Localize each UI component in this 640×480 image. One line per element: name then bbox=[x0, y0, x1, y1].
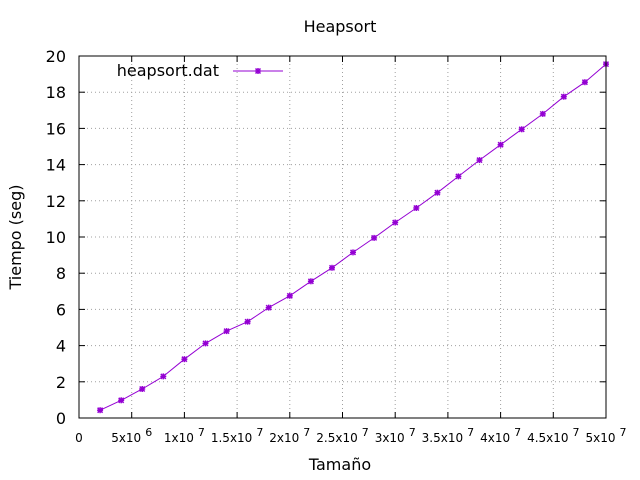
chart-title: Heapsort bbox=[304, 17, 377, 36]
y-tick-label: 12 bbox=[46, 192, 66, 211]
data-point bbox=[539, 110, 546, 117]
legend-marker bbox=[254, 67, 262, 75]
plot-border bbox=[78, 55, 607, 419]
legend: heapsort.dat bbox=[117, 61, 283, 80]
x-tick-exponent: 7 bbox=[409, 426, 416, 439]
y-tick-label: 6 bbox=[56, 300, 66, 319]
y-tick-label: 4 bbox=[56, 337, 66, 356]
data-point bbox=[223, 328, 230, 335]
x-tick-label: 1.5x10 7 bbox=[211, 426, 263, 445]
x-tick-base: 1.5x10 bbox=[211, 431, 252, 445]
x-tick-label: 5x10 6 bbox=[111, 426, 152, 445]
x-tick-exponent: 7 bbox=[256, 426, 263, 439]
y-axis: 0 2 4 6 8 10 12 14 16 18 20 bbox=[46, 47, 606, 428]
x-tick-label: 4x10 7 bbox=[480, 426, 521, 445]
data-point bbox=[97, 407, 104, 414]
y-axis-title: Tiempo (seg) bbox=[6, 184, 25, 290]
x-axis-title: Tamaño bbox=[308, 455, 371, 474]
x-tick-exponent: 7 bbox=[198, 426, 205, 439]
data-point bbox=[560, 93, 567, 100]
x-tick-exponent: 7 bbox=[362, 426, 369, 439]
x-tick-exponent: 7 bbox=[514, 426, 521, 439]
x-tick-base: 2.5x10 bbox=[316, 431, 357, 445]
y-tick-label: 14 bbox=[46, 156, 66, 175]
x-tick-label: 1x10 7 bbox=[164, 426, 205, 445]
x-tick-exponent: 7 bbox=[303, 426, 310, 439]
x-tick-label: 5x10 7 bbox=[585, 426, 626, 445]
data-point bbox=[202, 340, 209, 347]
y-tick-label: 10 bbox=[46, 228, 66, 247]
x-tick-label: 2x10 7 bbox=[269, 426, 310, 445]
x-tick-base: 5x10 bbox=[585, 431, 615, 445]
data-point bbox=[160, 373, 167, 380]
data-point bbox=[392, 219, 399, 226]
data-point bbox=[476, 157, 483, 164]
data-point bbox=[139, 385, 146, 393]
x-tick-label: 2.5x10 7 bbox=[316, 426, 368, 445]
x-tick-base: 4.5x10 bbox=[527, 431, 568, 445]
x-axis: 0 5x10 6 1x10 7 1.5x10 7 2x10 7 2.5x10 7 3x10 7 3.5x1… bbox=[75, 56, 627, 445]
data-point bbox=[518, 126, 525, 133]
data-series bbox=[97, 61, 610, 414]
x-tick-base: 1x10 bbox=[164, 431, 194, 445]
data-point bbox=[434, 189, 441, 196]
x-tick-base: 5x10 bbox=[111, 431, 141, 445]
data-point bbox=[413, 204, 420, 212]
x-tick-label: 0 bbox=[75, 431, 83, 445]
x-tick-base: 3.5x10 bbox=[422, 431, 463, 445]
data-point bbox=[286, 292, 293, 299]
legend-label: heapsort.dat bbox=[117, 61, 219, 80]
data-point bbox=[455, 173, 462, 180]
x-tick-label: 3x10 7 bbox=[375, 426, 416, 445]
y-tick-label: 18 bbox=[46, 83, 66, 102]
y-tick-label: 20 bbox=[46, 47, 66, 66]
data-point bbox=[349, 249, 357, 256]
data-point bbox=[307, 278, 314, 285]
data-point bbox=[118, 397, 125, 404]
data-point bbox=[581, 79, 588, 86]
y-tick-label: 2 bbox=[56, 373, 66, 392]
data-point bbox=[371, 234, 378, 241]
data-point bbox=[497, 141, 504, 148]
y-tick-label: 16 bbox=[46, 119, 66, 138]
data-point bbox=[181, 356, 188, 363]
x-tick-label: 4.5x10 7 bbox=[527, 426, 579, 445]
y-tick-label: 0 bbox=[56, 409, 66, 428]
x-tick-base: 3x10 bbox=[375, 431, 405, 445]
data-point bbox=[265, 304, 272, 311]
x-tick-exponent: 7 bbox=[573, 426, 580, 439]
x-tick-base: 4x10 bbox=[480, 431, 510, 445]
x-tick-exponent: 7 bbox=[467, 426, 474, 439]
y-tick-label: 8 bbox=[56, 264, 66, 283]
x-tick-base: 0 bbox=[75, 431, 83, 445]
x-tick-exponent: 6 bbox=[145, 426, 152, 439]
data-point bbox=[244, 318, 251, 325]
x-tick-base: 2x10 bbox=[269, 431, 299, 445]
x-tick-exponent: 7 bbox=[620, 426, 627, 439]
data-point bbox=[328, 264, 336, 271]
x-tick-label: 3.5x10 7 bbox=[422, 426, 474, 445]
grid bbox=[79, 56, 606, 418]
